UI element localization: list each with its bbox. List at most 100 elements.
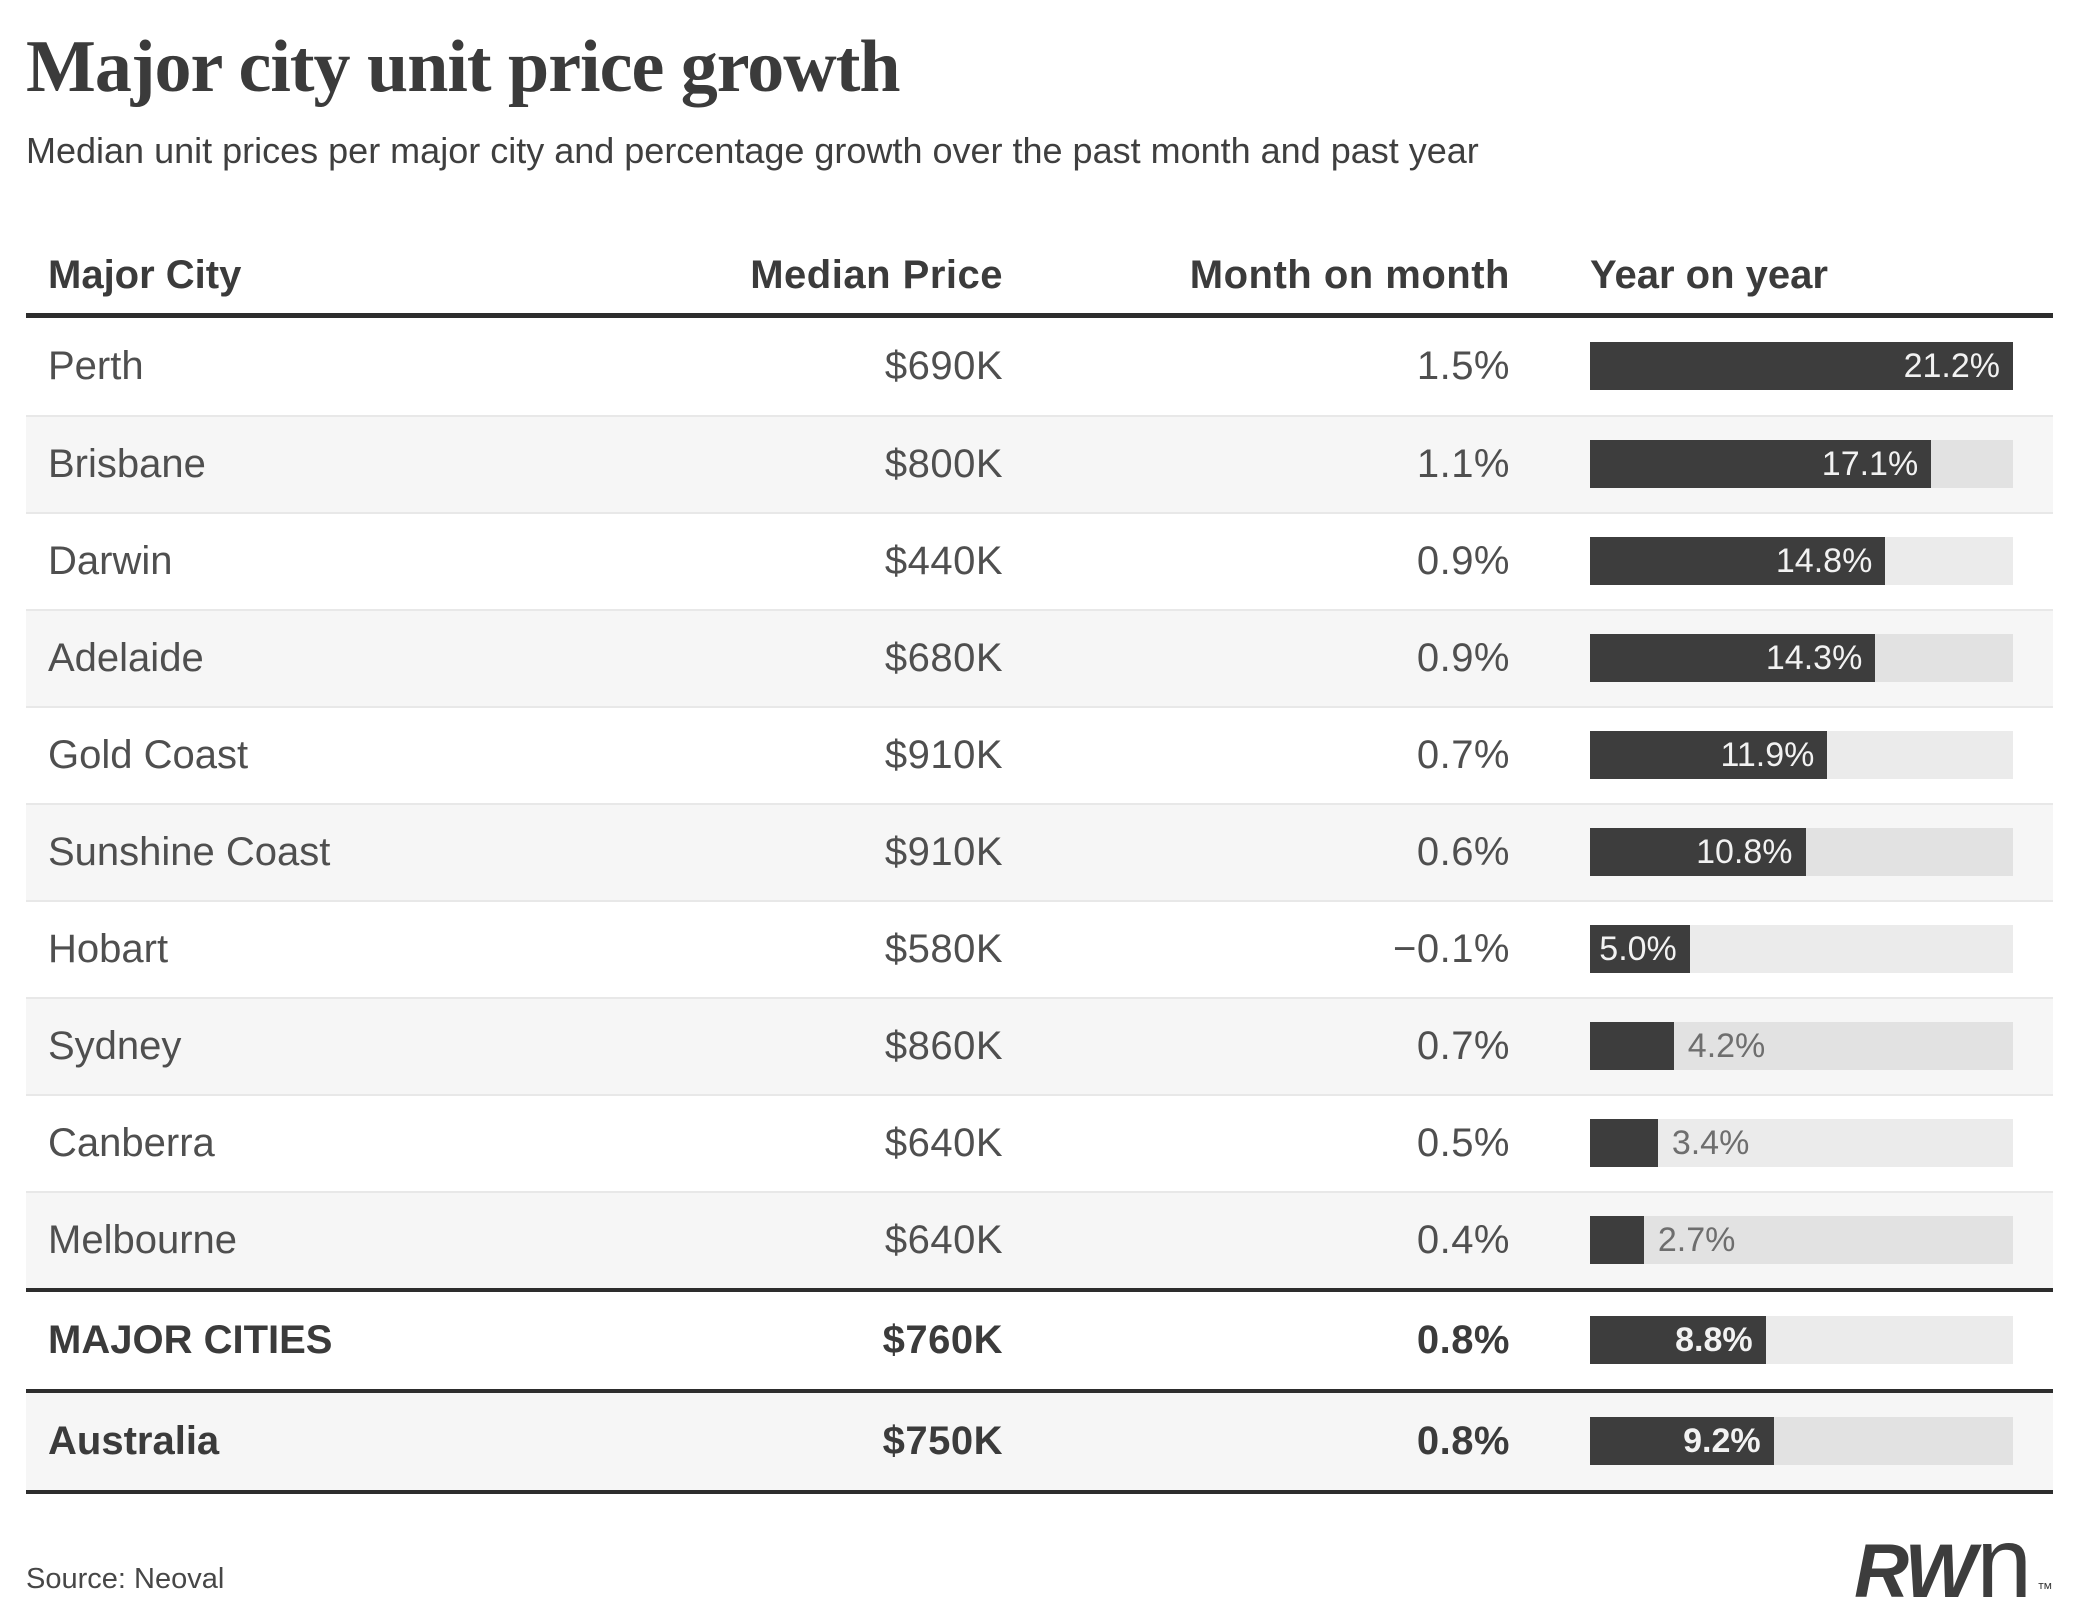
month-on-month-value: 0.7% xyxy=(1416,733,1510,778)
yoy-bar: 5.0% xyxy=(1590,925,1690,974)
yoy-bar-label: 11.9% xyxy=(1720,736,1815,775)
yoy-bar: 10.8% xyxy=(1590,828,1806,877)
city-name: Sunshine Coast xyxy=(48,830,331,875)
yoy-bar: 8.8% xyxy=(1590,1316,1766,1365)
summary-row-australia: Australia $750K 0.8% 9.2% xyxy=(26,1392,2053,1490)
city-name: Australia xyxy=(48,1419,220,1464)
month-on-month-value: 0.7% xyxy=(1416,1024,1510,1069)
month-on-month-value: 0.6% xyxy=(1416,830,1510,875)
table-row: Sunshine Coast $910K 0.6% 10.8% xyxy=(26,802,2053,900)
yoy-bar: 11.9% xyxy=(1590,731,1828,780)
yoy-bar-label: 21.2% xyxy=(1903,347,2000,386)
yoy-bar-label: 5.0% xyxy=(1599,930,1677,969)
yoy-bar: 17.1% xyxy=(1590,440,1932,489)
year-on-year-cell: 2.7% xyxy=(1510,1216,2053,1265)
yoy-bar-label: 3.4% xyxy=(1671,1124,1750,1163)
yoy-bar-track: 3.4% xyxy=(1590,1119,2013,1168)
summary-divider-top xyxy=(26,1287,2053,1292)
city-name: Brisbane xyxy=(48,442,206,487)
yoy-bar: 21.2% xyxy=(1590,342,2013,391)
rwn-logo-rw: RW xyxy=(1854,1528,1976,1608)
table-row: Gold Coast $910K 0.7% 11.9% xyxy=(26,705,2053,803)
yoy-bar: 14.8% xyxy=(1590,537,1886,586)
year-on-year-cell: 14.3% xyxy=(1510,634,2053,683)
yoy-bar-label: 10.8% xyxy=(1696,833,1793,872)
table-row: Perth $690K 1.5% 21.2% xyxy=(26,318,2053,415)
month-on-month-value: 0.5% xyxy=(1416,1121,1510,1166)
yoy-bar-label: 14.3% xyxy=(1765,639,1863,678)
city-name: Perth xyxy=(48,344,144,389)
month-on-month-value: 1.5% xyxy=(1416,344,1510,389)
year-on-year-cell: 9.2% xyxy=(1510,1417,2053,1466)
yoy-bar-label: 17.1% xyxy=(1821,445,1919,484)
median-price-value: $440K xyxy=(884,539,1003,584)
yoy-bar xyxy=(1590,1216,1644,1265)
median-price-value: $760K xyxy=(882,1318,1003,1363)
yoy-bar-label: 14.8% xyxy=(1775,542,1873,581)
table-row: Canberra $640K 0.5% 3.4% xyxy=(26,1093,2053,1191)
city-name: Canberra xyxy=(48,1121,215,1166)
yoy-bar-label: 2.7% xyxy=(1657,1221,1736,1260)
column-header-year-on-year: Year on year xyxy=(1590,252,1828,297)
column-header-major-city: Major City xyxy=(48,252,242,297)
table-row: Melbourne $640K 0.4% 2.7% xyxy=(26,1190,2053,1288)
month-on-month-value: 1.1% xyxy=(1416,442,1510,487)
median-price-value: $680K xyxy=(884,636,1003,681)
year-on-year-cell: 3.4% xyxy=(1510,1119,2053,1168)
median-price-value: $860K xyxy=(884,1024,1003,1069)
header-divider xyxy=(26,312,2053,318)
yoy-bar-track: 9.2% xyxy=(1590,1417,2013,1466)
yoy-bar: 9.2% xyxy=(1590,1417,1774,1466)
table-header-row: Major City Median Price Month on month Y… xyxy=(26,217,2053,313)
yoy-bar-track: 8.8% xyxy=(1590,1316,2013,1365)
yoy-bar-track: 14.8% xyxy=(1590,537,2013,586)
year-on-year-cell: 4.2% xyxy=(1510,1022,2053,1071)
yoy-bar-label: 4.2% xyxy=(1687,1027,1766,1066)
city-name: MAJOR CITIES xyxy=(48,1318,333,1363)
table-row: Hobart $580K −0.1% 5.0% xyxy=(26,899,2053,997)
column-header-median-price: Median Price xyxy=(750,252,1003,297)
yoy-bar-track: 11.9% xyxy=(1590,731,2013,780)
year-on-year-cell: 5.0% xyxy=(1510,925,2053,974)
table-row: Sydney $860K 0.7% 4.2% xyxy=(26,996,2053,1094)
median-price-value: $800K xyxy=(884,442,1003,487)
median-price-value: $690K xyxy=(884,344,1003,389)
month-on-month-value: 0.4% xyxy=(1416,1218,1510,1263)
month-on-month-value: 0.8% xyxy=(1416,1419,1510,1464)
yoy-bar-track: 5.0% xyxy=(1590,925,2013,974)
city-name: Darwin xyxy=(48,539,173,584)
year-on-year-cell: 10.8% xyxy=(1510,828,2053,877)
table-row: Australia $750K 0.8% 9.2% xyxy=(26,1392,2053,1490)
year-on-year-cell: 21.2% xyxy=(1510,342,2053,391)
yoy-bar-track: 14.3% xyxy=(1590,634,2013,683)
city-name: Gold Coast xyxy=(48,733,249,778)
table-row: Adelaide $680K 0.9% 14.3% xyxy=(26,608,2053,706)
footer: Source: Neoval RW n ™ xyxy=(26,1506,2053,1608)
city-rows: Perth $690K 1.5% 21.2% Brisbane $800K 1.… xyxy=(26,318,2053,1288)
price-growth-table: Major City Median Price Month on month Y… xyxy=(26,217,2053,1494)
page-title: Major city unit price growth xyxy=(26,26,901,108)
year-on-year-cell: 11.9% xyxy=(1510,731,2053,780)
summary-row-major-cities: MAJOR CITIES $760K 0.8% 8.8% xyxy=(26,1292,2053,1389)
source-note: Source: Neoval xyxy=(26,1562,225,1595)
yoy-bar-label: 9.2% xyxy=(1683,1422,1761,1461)
month-on-month-value: 0.9% xyxy=(1416,636,1510,681)
rwn-logo: RW n ™ xyxy=(1854,1506,2053,1608)
summary-divider-bottom xyxy=(26,1489,2053,1494)
year-on-year-cell: 8.8% xyxy=(1510,1316,2053,1365)
table-row: MAJOR CITIES $760K 0.8% 8.8% xyxy=(26,1292,2053,1389)
median-price-value: $750K xyxy=(882,1419,1003,1464)
column-header-month-on-month: Month on month xyxy=(1189,252,1510,297)
city-name: Hobart xyxy=(48,927,169,972)
yoy-bar-track: 2.7% xyxy=(1590,1216,2013,1265)
table-row: Darwin $440K 0.9% 14.8% xyxy=(26,511,2053,609)
month-on-month-value: 0.9% xyxy=(1416,539,1510,584)
city-name: Adelaide xyxy=(48,636,204,681)
year-on-year-cell: 14.8% xyxy=(1510,537,2053,586)
rwn-logo-n: n xyxy=(1976,1506,2032,1608)
summary-divider-middle xyxy=(26,1388,2053,1393)
city-name: Sydney xyxy=(48,1024,182,1069)
page-subtitle: Median unit prices per major city and pe… xyxy=(26,130,1479,172)
yoy-bar xyxy=(1590,1119,1658,1168)
